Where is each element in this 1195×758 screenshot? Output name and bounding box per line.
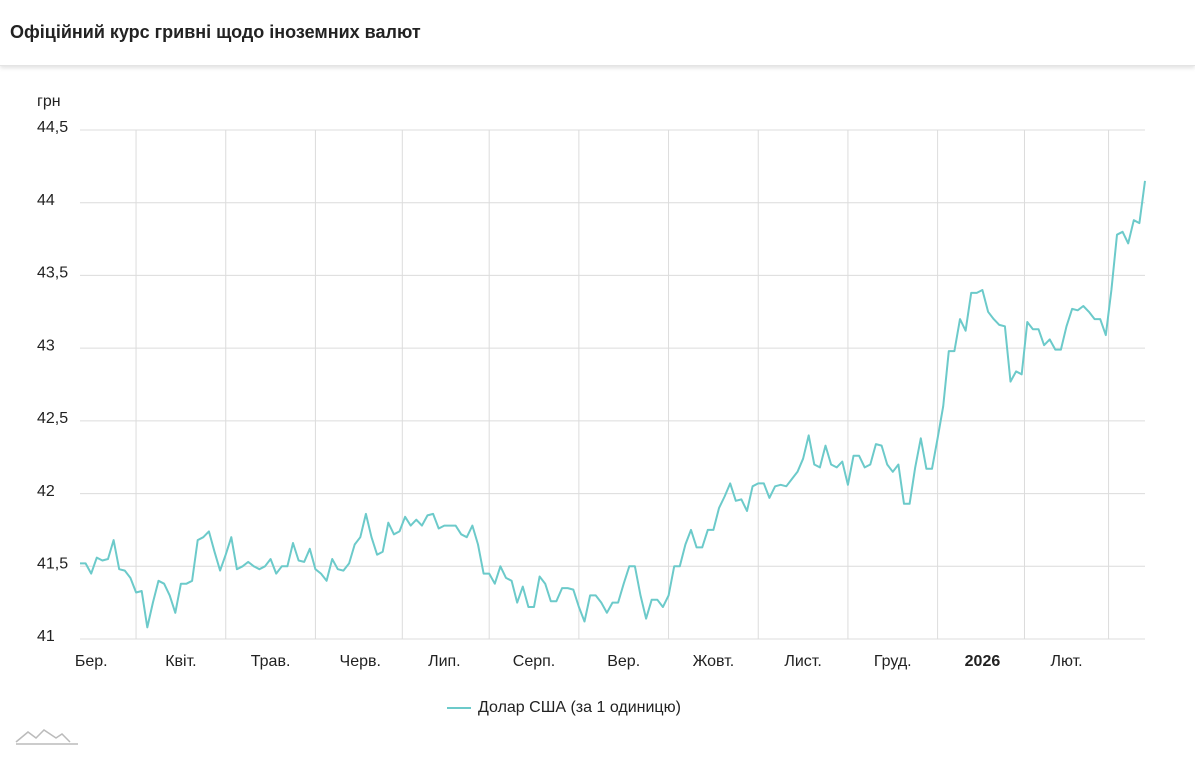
chart: грн 41 41,5 42 42,5 43 43,5 44 44,5 Бер. Квіт. Тра…: [15, 93, 1146, 745]
header: Офіційний курс гривні щодо іноземних вал…: [0, 0, 1195, 66]
y-tick-label: 44,5: [37, 119, 68, 136]
x-tick-label: Квіт.: [165, 653, 196, 670]
data-line: [80, 180, 1146, 629]
logo: [15, 729, 78, 745]
x-tick-label: Лют.: [1050, 653, 1082, 670]
y-axis-label: грн: [37, 93, 61, 110]
x-tick-label: 2026: [965, 653, 1001, 670]
x-tick-label: Лист.: [784, 653, 821, 670]
y-tick-label: 43: [37, 337, 55, 354]
y-tick-label: 41,5: [37, 556, 68, 573]
x-tick-label: Жовт.: [693, 653, 735, 670]
x-tick-label: Вер.: [607, 653, 640, 670]
legend-label: Долар США (за 1 одиницю): [478, 699, 681, 716]
x-tick-label: Черв.: [340, 653, 381, 670]
x-tick-label: Лип.: [428, 653, 461, 670]
y-tick-label: 43,5: [37, 265, 68, 282]
y-tick-label: 44: [37, 192, 55, 209]
y-tick-label: 42: [37, 483, 55, 500]
chart-title: Офіційний курс гривні щодо іноземних вал…: [10, 22, 421, 42]
x-tick-label: Бер.: [75, 653, 108, 670]
x-tick-label: Серп.: [513, 653, 555, 670]
y-tick-label: 42,5: [37, 410, 68, 427]
x-tick-label: Трав.: [251, 653, 291, 670]
y-tick-label: 41: [37, 628, 55, 645]
x-tick-label: Груд.: [874, 653, 912, 670]
